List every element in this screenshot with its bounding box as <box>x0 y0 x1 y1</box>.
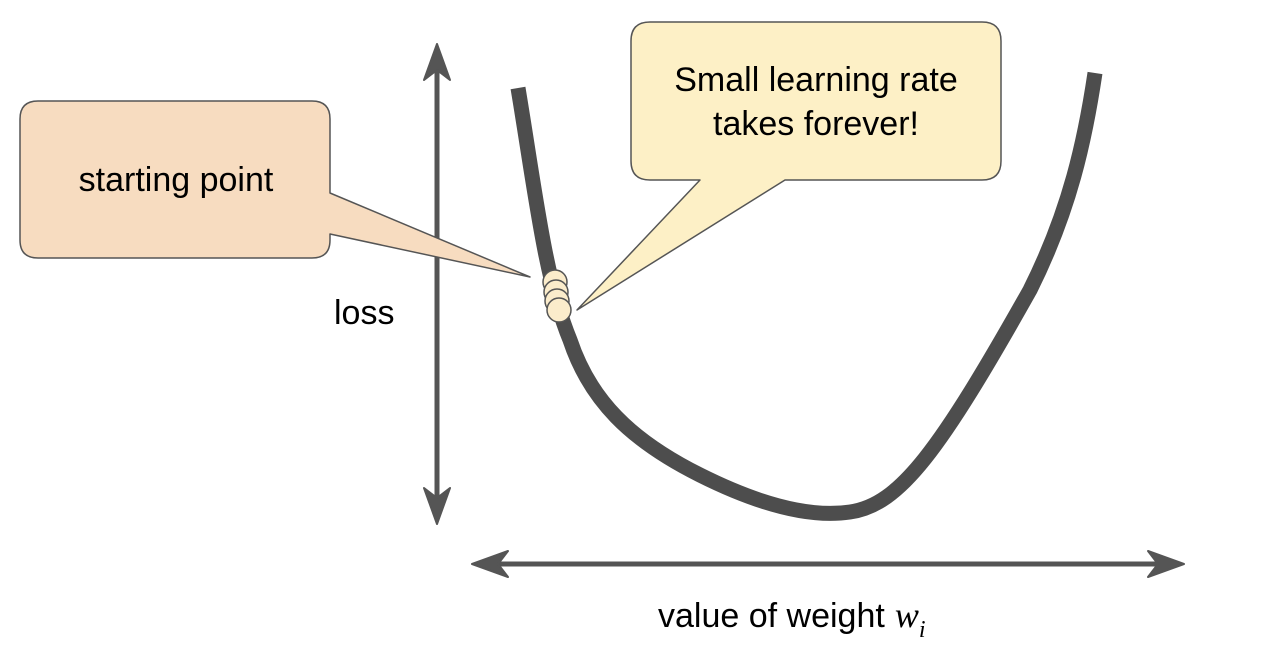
weight-axis-right-arrowhead <box>1147 550 1185 578</box>
starting-point-callout <box>19 100 531 278</box>
step-dot <box>546 297 572 323</box>
loss-axis-top-arrowhead <box>423 43 451 81</box>
weight-axis-label: value of weight wi <box>658 594 926 644</box>
starting-point-label: starting point <box>78 161 274 199</box>
loss-axis-label: loss <box>334 294 395 332</box>
weight-variable: w <box>894 595 919 635</box>
small-learning-rate-line1: Small learning rate <box>674 61 958 99</box>
weight-axis-label-text: value of weight <box>658 597 885 635</box>
weight-axis <box>471 550 1185 578</box>
loss-axis <box>423 43 451 525</box>
small-learning-rate-label: Small learning rate takes forever! <box>632 58 1000 146</box>
small-learning-rate-line2: takes forever! <box>713 105 919 143</box>
loss-axis-bottom-arrowhead <box>423 487 451 525</box>
small-learning-rate-callout <box>576 21 1002 311</box>
gradient-steps <box>542 269 572 323</box>
weight-variable-subscript: i <box>918 617 926 643</box>
weight-axis-left-arrowhead <box>471 550 509 578</box>
